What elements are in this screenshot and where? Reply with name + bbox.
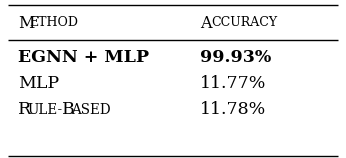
Text: 99.93%: 99.93% — [200, 49, 271, 67]
Text: 11.77%: 11.77% — [200, 76, 266, 92]
Text: ULE-: ULE- — [27, 103, 62, 117]
Text: 11.78%: 11.78% — [200, 101, 266, 118]
Text: R: R — [18, 101, 31, 118]
Text: EGNN + MLP: EGNN + MLP — [18, 49, 149, 67]
Text: A: A — [200, 15, 211, 31]
Text: ETHOD: ETHOD — [29, 16, 78, 30]
Text: CCURACY: CCURACY — [211, 16, 277, 30]
Text: MLP: MLP — [18, 76, 59, 92]
Text: B: B — [62, 101, 75, 118]
Text: M: M — [18, 15, 34, 31]
Text: ASED: ASED — [71, 103, 111, 117]
